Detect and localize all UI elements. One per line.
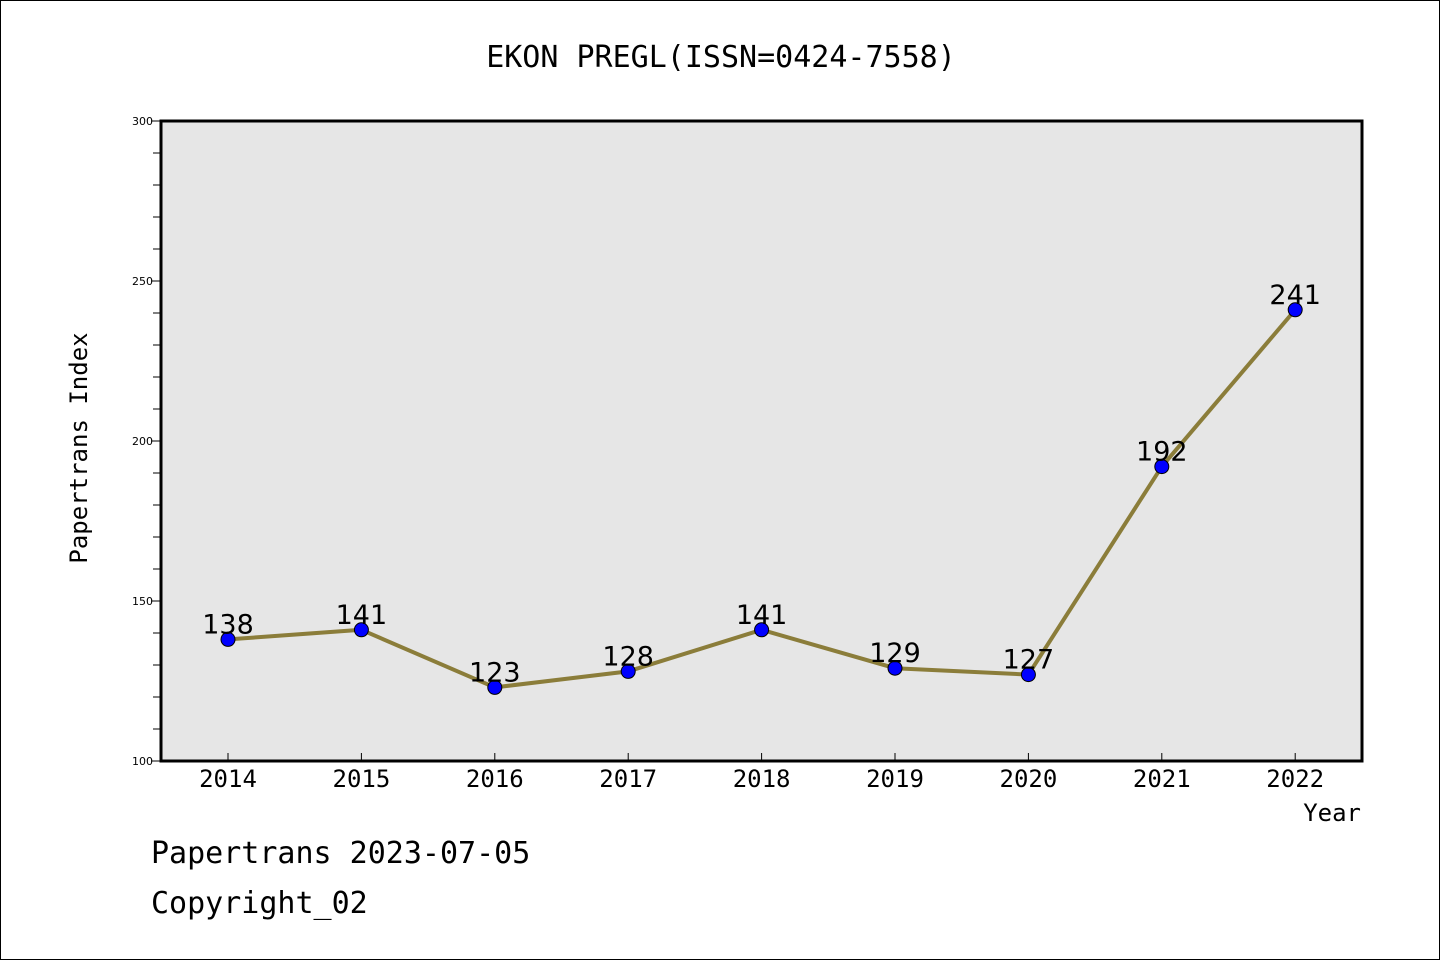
- y-tick-label: 200: [132, 435, 153, 448]
- x-axis-label: Year: [1303, 799, 1361, 827]
- data-label: 129: [869, 638, 921, 669]
- data-label: 138: [202, 609, 254, 640]
- x-tick-label: 2014: [199, 765, 257, 793]
- plot-area: [159, 119, 1364, 763]
- y-tick-label: 100: [132, 755, 153, 768]
- x-tick-label: 2019: [866, 765, 924, 793]
- data-label: 241: [1269, 280, 1321, 311]
- copyright-text: Copyright_02: [151, 886, 368, 921]
- data-label: 141: [336, 600, 388, 631]
- data-point: [1020, 667, 1036, 683]
- y-axis: 100 150 200 250 300: [132, 115, 161, 768]
- chart-title: EKON PREGL(ISSN=0424-7558): [486, 40, 956, 75]
- data-point: [887, 660, 903, 676]
- data-point: [620, 663, 636, 679]
- data-point: [1287, 302, 1303, 318]
- x-tick-label: 2015: [333, 765, 391, 793]
- data-point: [754, 622, 770, 638]
- data-point: [353, 622, 369, 638]
- x-tick-label: 2022: [1266, 765, 1324, 793]
- data-label: 127: [1003, 645, 1055, 676]
- x-tick-label: 2017: [599, 765, 657, 793]
- source-date-text: Papertrans 2023-07-05: [151, 836, 531, 871]
- data-point: [220, 631, 236, 647]
- x-tick-label: 2020: [1000, 765, 1058, 793]
- x-axis: 2014 2015 2016 2017 2018 2019 2020 2021 2022: [199, 753, 1324, 793]
- y-tick-label: 250: [132, 275, 153, 288]
- data-label: 123: [469, 657, 521, 688]
- x-tick-label: 2016: [466, 765, 524, 793]
- data-label: 192: [1136, 437, 1188, 468]
- data-point: [487, 679, 503, 695]
- x-tick-label: 2018: [733, 765, 791, 793]
- x-tick-label: 2021: [1133, 765, 1191, 793]
- y-tick-label: 150: [132, 595, 153, 608]
- series-layer: 138 141 123 128 141 129 127 192 241: [202, 280, 1321, 695]
- data-label: 128: [602, 641, 654, 672]
- data-point: [1154, 459, 1170, 475]
- y-tick-label: 300: [132, 115, 153, 128]
- data-label: 141: [736, 600, 788, 631]
- y-axis-label: Papertrans Index: [65, 332, 93, 563]
